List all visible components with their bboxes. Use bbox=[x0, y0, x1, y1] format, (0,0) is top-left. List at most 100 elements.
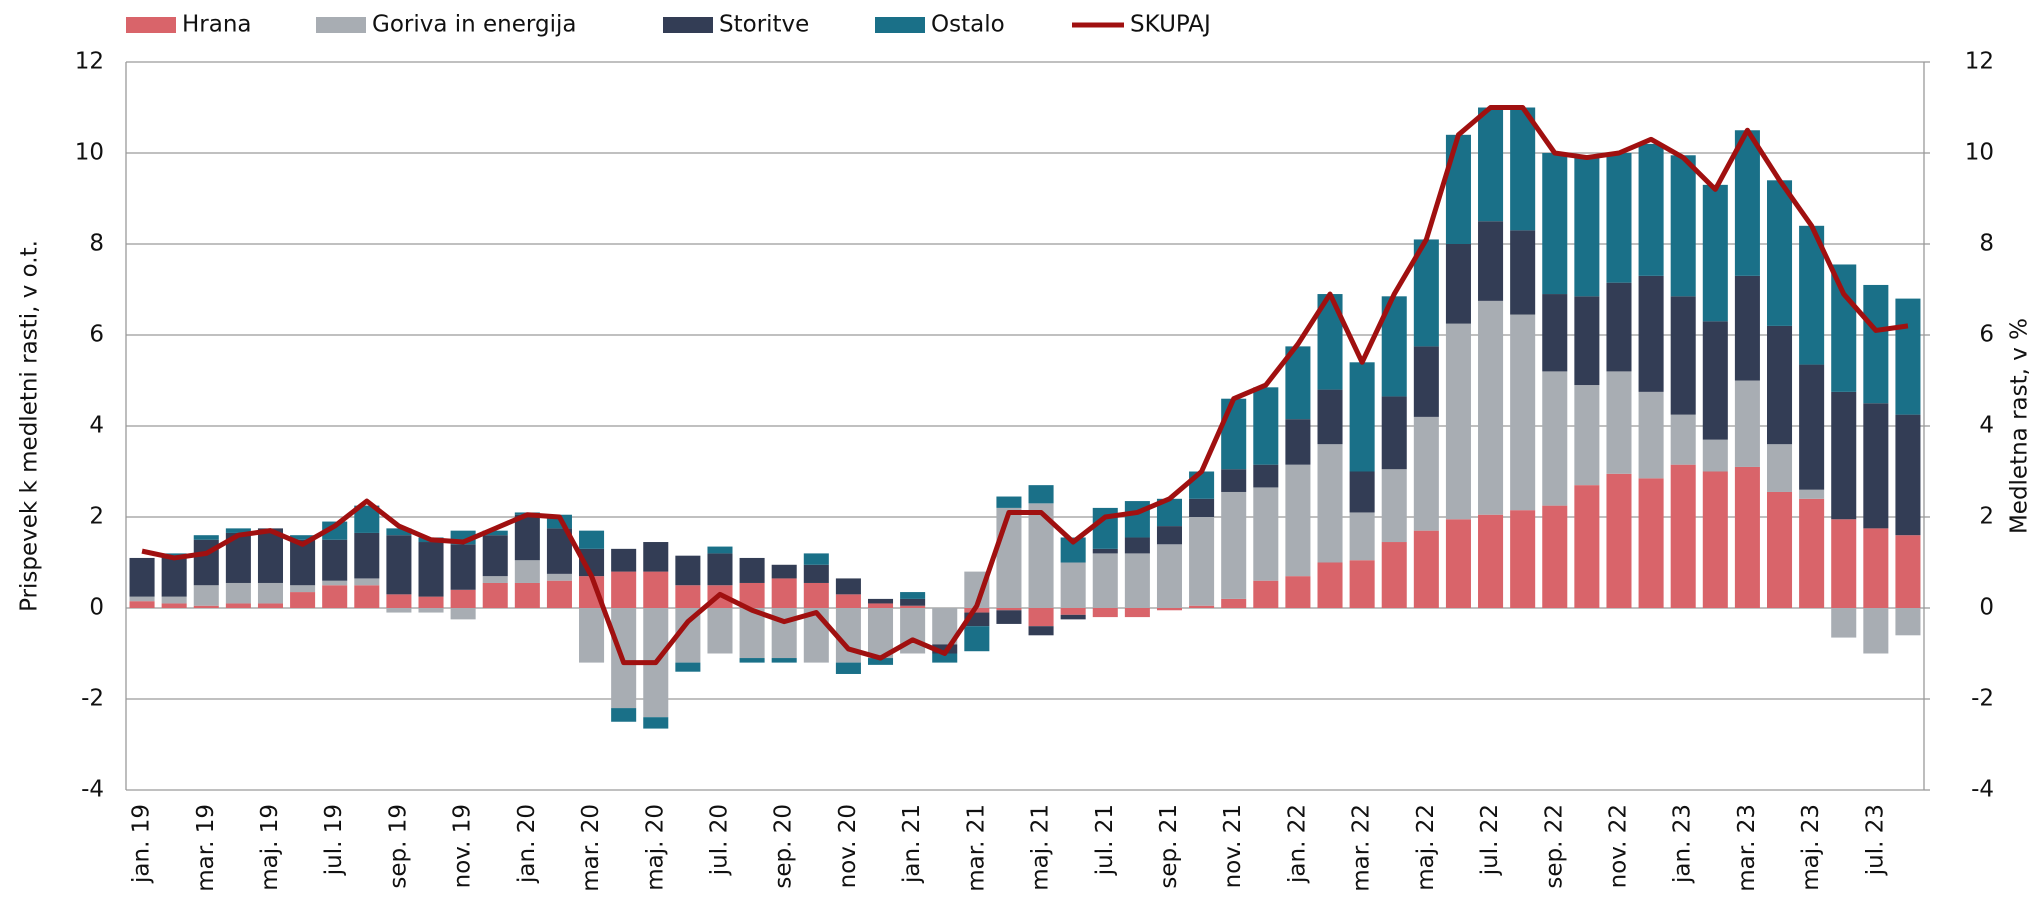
bar bbox=[835, 594, 861, 608]
bar bbox=[643, 542, 669, 572]
bar bbox=[290, 535, 316, 540]
bar bbox=[1028, 485, 1054, 504]
bar bbox=[900, 605, 926, 608]
bar bbox=[1381, 542, 1407, 608]
y-tick-label: -4 bbox=[81, 777, 104, 803]
bar bbox=[1638, 143, 1664, 276]
bar bbox=[354, 585, 380, 608]
bar bbox=[1221, 469, 1247, 492]
bar bbox=[1766, 444, 1793, 492]
bar bbox=[771, 658, 797, 663]
bar bbox=[1189, 471, 1215, 499]
bar bbox=[354, 532, 380, 579]
bar bbox=[129, 596, 155, 602]
bar bbox=[1156, 526, 1183, 545]
x-tick-label: mar. 23 bbox=[1734, 804, 1760, 892]
bar bbox=[1895, 608, 1921, 636]
bar bbox=[1638, 275, 1664, 392]
bar bbox=[1606, 371, 1632, 474]
y2-tick-label: 2 bbox=[1979, 504, 1994, 530]
y-tick-label: 0 bbox=[89, 595, 104, 621]
x-tick-label: jul. 21 bbox=[1092, 804, 1118, 876]
bar bbox=[161, 553, 187, 556]
x-tick-label: nov. 22 bbox=[1605, 804, 1631, 888]
y-tick-label: 8 bbox=[89, 231, 104, 257]
bar bbox=[707, 553, 733, 586]
bar bbox=[867, 608, 894, 659]
bar bbox=[1574, 485, 1600, 608]
bar bbox=[386, 594, 412, 608]
bar bbox=[611, 548, 637, 572]
bar bbox=[225, 528, 251, 533]
bar bbox=[675, 585, 701, 608]
bar bbox=[546, 580, 572, 608]
bar bbox=[161, 555, 187, 597]
bar bbox=[1606, 153, 1632, 283]
bar bbox=[193, 585, 219, 606]
bar bbox=[1092, 553, 1118, 608]
bar bbox=[1542, 294, 1568, 372]
legend-swatch bbox=[663, 17, 713, 33]
bar bbox=[1221, 598, 1247, 608]
bar bbox=[514, 582, 540, 608]
bar bbox=[161, 603, 187, 608]
bar bbox=[739, 608, 765, 659]
bar bbox=[386, 608, 412, 613]
bar bbox=[450, 608, 476, 620]
y2-tick-label: 8 bbox=[1979, 231, 1994, 257]
bar bbox=[322, 585, 348, 608]
bar bbox=[1413, 416, 1439, 531]
bar bbox=[1799, 489, 1825, 499]
bar bbox=[1542, 505, 1568, 608]
legend-label: Goriva in energija bbox=[372, 12, 576, 38]
line bbox=[141, 105, 1909, 666]
x-tick-label: sep. 22 bbox=[1541, 804, 1567, 889]
bar bbox=[932, 653, 958, 663]
bar bbox=[1445, 244, 1471, 324]
y2-tick-label: 0 bbox=[1979, 595, 1994, 621]
bar bbox=[1734, 466, 1760, 608]
bar bbox=[1445, 134, 1471, 244]
bar bbox=[1606, 473, 1632, 608]
bar bbox=[1510, 107, 1536, 231]
x-tick-label: maj. 22 bbox=[1413, 804, 1439, 891]
bar bbox=[867, 598, 894, 604]
bar bbox=[1510, 230, 1536, 315]
bar bbox=[1670, 296, 1696, 415]
bar bbox=[579, 608, 605, 663]
x-tick-label: maj. 21 bbox=[1028, 804, 1054, 891]
bar bbox=[1253, 387, 1279, 465]
bar bbox=[900, 598, 926, 606]
bar bbox=[1831, 519, 1857, 608]
y2-axis-label: Medletna rast, v % bbox=[2007, 318, 2033, 534]
bar bbox=[1895, 535, 1921, 608]
bar bbox=[129, 557, 155, 597]
legend-label: Hrana bbox=[182, 12, 252, 38]
x-tick-label: sep. 20 bbox=[771, 804, 797, 889]
bar bbox=[1060, 562, 1086, 608]
bar bbox=[611, 571, 637, 608]
bar bbox=[1445, 323, 1471, 520]
bar bbox=[1574, 296, 1600, 386]
bar bbox=[1574, 155, 1600, 297]
bar bbox=[1702, 184, 1728, 322]
bar bbox=[225, 603, 251, 608]
bar bbox=[1702, 471, 1728, 608]
legend-label: SKUPAJ bbox=[1130, 12, 1211, 38]
x-tick-label: maj. 19 bbox=[257, 804, 283, 891]
bar bbox=[482, 576, 508, 583]
y2-tick-label: -2 bbox=[1971, 686, 1994, 712]
x-tick-label: jan. 21 bbox=[899, 804, 925, 884]
bar bbox=[514, 560, 540, 583]
bar bbox=[1092, 608, 1118, 618]
bar bbox=[835, 578, 861, 595]
bar bbox=[803, 582, 829, 608]
bar bbox=[1766, 491, 1793, 608]
bar bbox=[322, 580, 348, 586]
bar bbox=[1445, 519, 1471, 608]
bar bbox=[1221, 398, 1247, 470]
x-tick-label: jan. 19 bbox=[129, 804, 155, 884]
bar bbox=[1189, 517, 1215, 606]
bar bbox=[1574, 385, 1600, 486]
y-tick-label: 12 bbox=[75, 49, 104, 75]
